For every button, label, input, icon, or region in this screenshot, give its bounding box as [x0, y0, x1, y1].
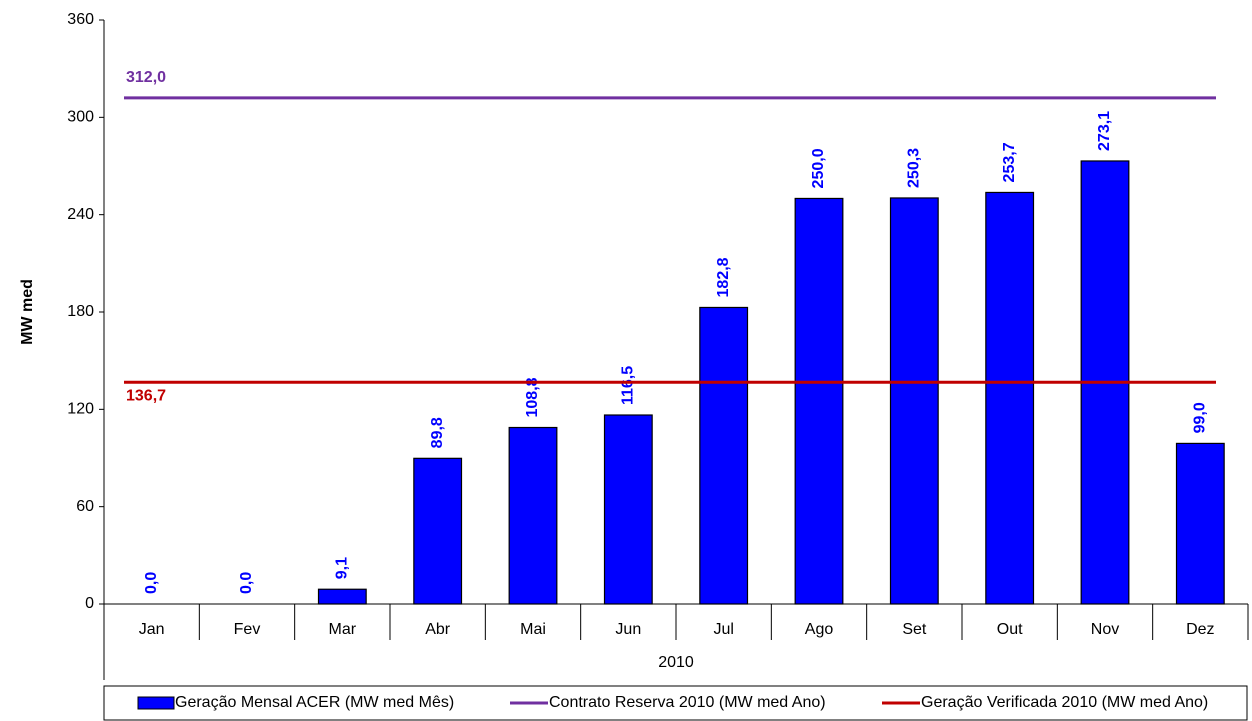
x-tick-label: Set — [902, 621, 927, 638]
x-tick-label: Jan — [139, 621, 165, 638]
bar — [1175, 442, 1225, 605]
bar — [413, 457, 463, 605]
value-label: 273,1 — [1096, 111, 1113, 151]
legend-label: Geração Mensal ACER (MW med Mês) — [175, 694, 454, 711]
bar — [603, 414, 653, 605]
value-label: 9,1 — [334, 557, 351, 579]
y-tick-label: 300 — [67, 109, 94, 126]
bar — [985, 191, 1035, 605]
x-tick-label: Abr — [425, 621, 451, 638]
y-tick-label: 60 — [76, 498, 94, 515]
x-tick-label: Mai — [520, 621, 546, 638]
x-tick-label: Ago — [805, 621, 834, 638]
y-tick-label: 360 — [67, 11, 94, 28]
group-label: 2010 — [658, 654, 694, 671]
value-label: 99,0 — [1192, 402, 1209, 433]
value-label: 250,0 — [810, 148, 827, 188]
y-tick-label: 240 — [67, 206, 94, 223]
bar — [794, 197, 844, 605]
y-tick-label: 0 — [85, 595, 94, 612]
bar — [508, 426, 558, 605]
reference-label: 136,7 — [126, 387, 166, 404]
x-tick-label: Jun — [615, 621, 641, 638]
value-label: 182,8 — [715, 257, 732, 297]
legend-swatch — [137, 696, 175, 710]
legend-label: Geração Verificada 2010 (MW med Ano) — [921, 694, 1208, 711]
x-tick-label: Out — [997, 621, 1023, 638]
value-label: 253,7 — [1001, 142, 1018, 182]
x-tick-label: Jul — [713, 621, 733, 638]
x-tick-label: Dez — [1186, 621, 1214, 638]
value-label: 250,3 — [906, 148, 923, 188]
y-tick-label: 180 — [67, 303, 94, 320]
x-tick-label: Fev — [234, 621, 261, 638]
value-label: 0,0 — [143, 572, 160, 594]
bar — [699, 306, 749, 605]
value-label: 116,5 — [620, 366, 637, 405]
bar — [889, 197, 939, 605]
legend-box — [103, 685, 1248, 721]
reference-label: 312,0 — [126, 69, 166, 86]
legend-label: Contrato Reserva 2010 (MW med Ano) — [549, 694, 826, 711]
value-label: 108,8 — [524, 377, 541, 417]
bar — [317, 588, 367, 605]
value-label: 0,0 — [238, 572, 255, 594]
value-label: 89,8 — [429, 417, 446, 448]
x-tick-label: Mar — [329, 621, 357, 638]
y-axis-label: MW med — [19, 279, 36, 345]
x-tick-label: Nov — [1091, 621, 1119, 638]
y-tick-label: 120 — [67, 401, 94, 418]
